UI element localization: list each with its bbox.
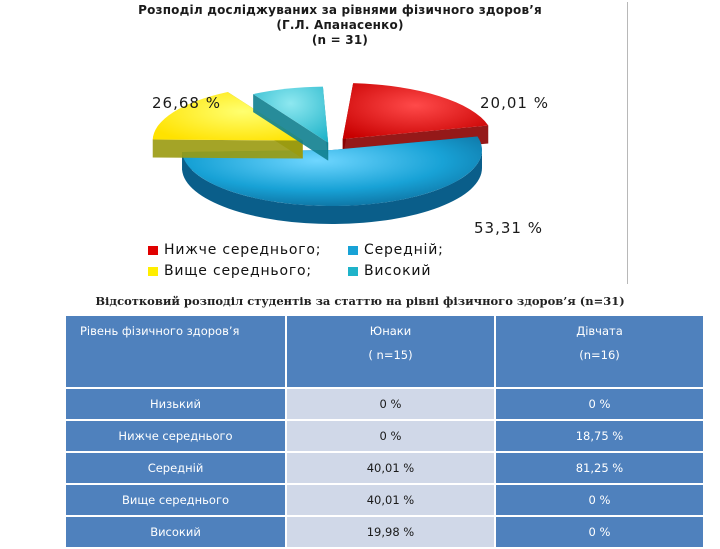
header-girls-title: Дівчата [576, 324, 623, 338]
table-row: Середній 40,01 % 81,25 % [66, 452, 705, 485]
row-girls-value: 0 % [495, 516, 705, 549]
row-boys-value: 0 % [286, 420, 496, 453]
pie-slice-above-average-face-0 [152, 139, 303, 159]
header-boys-title: Юнаки [369, 324, 412, 338]
legend-item-average: Середній; [348, 242, 444, 258]
header-boys: Юнаки ( n=15) [286, 316, 496, 389]
legend-item-above-average: Вище середнього; [148, 263, 312, 279]
row-girls-value: 18,75 % [495, 420, 705, 453]
row-boys-value: 19,98 % [286, 516, 496, 549]
chart-area: Розподіл досліджуваних за рівнями фізичн… [52, 0, 628, 290]
table-caption: Відсотковий розподіл студентів за статтю… [95, 294, 625, 308]
pie-chart [152, 83, 489, 225]
legend-swatch-teal [348, 266, 358, 276]
table-row: Нижче середнього 0 % 18,75 % [66, 420, 705, 453]
table-row: Високий 19,98 % 0 % [66, 516, 705, 549]
row-level: Низький [66, 388, 287, 421]
row-boys-value: 0 % [286, 388, 496, 421]
row-girls-value: 0 % [495, 484, 705, 517]
legend-item-high: Високий [348, 263, 431, 279]
slice-label-above-average: 26,68 % [152, 94, 221, 112]
slice-label-average: 53,31 % [474, 219, 543, 237]
header-girls-n: (n=16) [579, 348, 620, 362]
row-boys-value: 40,01 % [286, 484, 496, 517]
table-header-row: Рівень фізичного здоров’я Юнаки ( n=15) … [66, 316, 705, 389]
chart-subtitle-author: (Г.Л. Апанасенко) [276, 18, 404, 32]
row-level: Нижче середнього [66, 420, 287, 453]
chart-subtitle-n: (n = 31) [311, 33, 369, 47]
row-girls-value: 81,25 % [495, 452, 705, 485]
row-level: Вище середнього [66, 484, 287, 517]
legend-swatch-blue [348, 245, 358, 255]
header-boys-n: ( n=15) [368, 348, 413, 362]
legend-swatch-red [148, 245, 158, 255]
chart-title: Розподіл досліджуваних за рівнями фізичн… [138, 3, 542, 17]
pie-slice-high [253, 86, 329, 161]
pie-slice-above-average-top [152, 92, 303, 141]
slice-label-below-average: 20,01 % [480, 94, 549, 112]
header-level: Рівень фізичного здоров’я [66, 316, 287, 389]
pie-slice-above-average [152, 92, 303, 159]
pie-slice-average-side [182, 150, 482, 225]
table-row: Вище середнього 40,01 % 0 % [66, 484, 705, 517]
header-girls: Дівчата (n=16) [495, 316, 705, 389]
data-table: Рівень фізичного здоров’я Юнаки ( n=15) … [66, 316, 705, 549]
row-level: Середній [66, 452, 287, 485]
table-row: Низький 0 % 0 % [66, 388, 705, 421]
legend-swatch-yellow [148, 266, 158, 276]
row-girls-value: 0 % [495, 388, 705, 421]
pie-slice-high-face-0 [253, 94, 329, 161]
row-boys-value: 40,01 % [286, 452, 496, 485]
legend-item-below-average: Нижче середнього; [148, 242, 321, 258]
pie-slice-high-top [253, 86, 329, 143]
chart-frame-border [627, 2, 628, 284]
row-level: Високий [66, 516, 287, 549]
pie-slice-below-average-top [342, 83, 489, 140]
